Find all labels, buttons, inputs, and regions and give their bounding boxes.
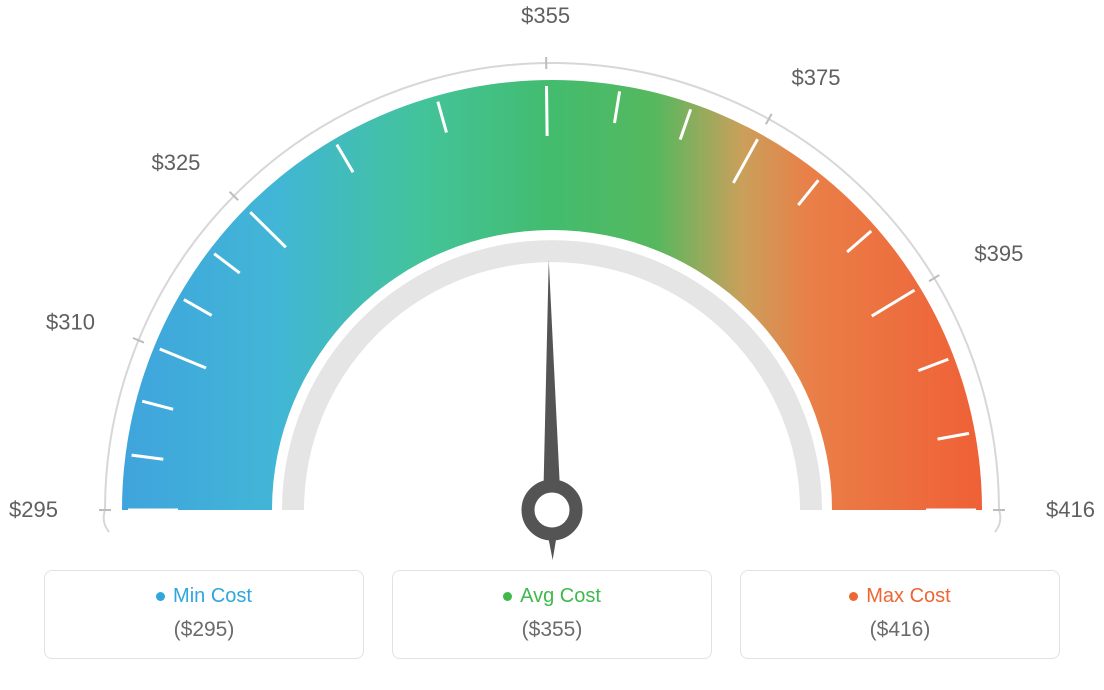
legend-title-text: Min Cost [173, 585, 252, 608]
legend-value-min: ($295) [45, 618, 363, 642]
svg-text:$295: $295 [9, 497, 58, 522]
legend-title-max: Max Cost [849, 585, 950, 608]
legend-title-avg: Avg Cost [503, 585, 601, 608]
svg-text:$375: $375 [792, 65, 841, 90]
legend-card-max: Max Cost ($416) [740, 570, 1060, 659]
legend-card-avg: Avg Cost ($355) [392, 570, 712, 659]
legend-title-min: Min Cost [156, 585, 252, 608]
svg-text:$310: $310 [46, 309, 95, 334]
legend-title-text: Max Cost [866, 585, 950, 608]
svg-text:$395: $395 [974, 241, 1023, 266]
cost-gauge: $295 $310 $325 $355 $375 $395 $416 [0, 0, 1104, 560]
svg-text:$355: $355 [521, 3, 570, 28]
legend-value-max: ($416) [741, 618, 1059, 642]
svg-text:$325: $325 [151, 150, 200, 175]
dot-icon [156, 592, 165, 601]
dot-icon [849, 592, 858, 601]
dot-icon [503, 592, 512, 601]
legend-card-min: Min Cost ($295) [44, 570, 364, 659]
legend-title-text: Avg Cost [520, 585, 601, 608]
svg-text:$416: $416 [1046, 497, 1095, 522]
legend-value-avg: ($355) [393, 618, 711, 642]
gauge-svg: $295 $310 $325 $355 $375 $395 $416 [0, 0, 1104, 560]
legend-row: Min Cost ($295) Avg Cost ($355) Max Cost… [0, 570, 1104, 659]
